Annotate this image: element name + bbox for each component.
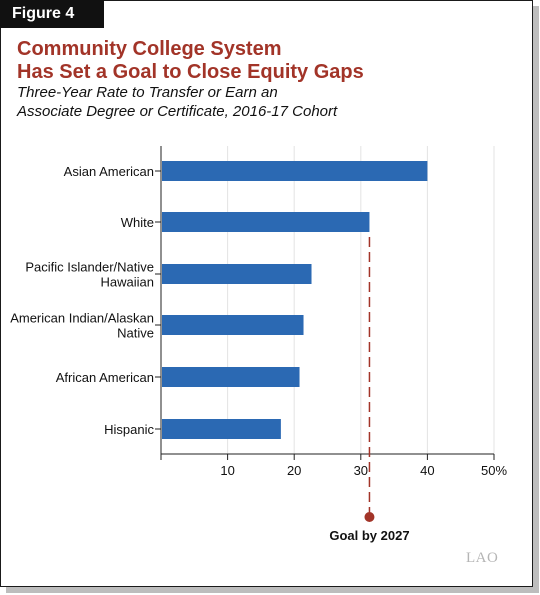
frame-shadow-bottom — [6, 587, 539, 593]
category-label: American Indian/Alaskan — [10, 311, 154, 326]
frame-shadow — [533, 6, 539, 593]
category-label: White — [121, 215, 154, 230]
category-label: Native — [117, 326, 154, 341]
category-label: Pacific Islander/Native — [25, 260, 154, 275]
category-label: Hispanic — [104, 422, 154, 437]
x-tick-label: 10 — [220, 463, 234, 478]
lao-logo: LAO — [466, 550, 499, 566]
goal-label: Goal by 2027 — [329, 528, 409, 543]
bar — [162, 315, 304, 335]
bar — [162, 419, 281, 439]
category-label: African American — [56, 370, 154, 385]
category-label: Asian American — [64, 164, 154, 179]
x-tick-label: 30 — [354, 463, 368, 478]
chart-title-line-2: Has Set a Goal to Close Equity Gaps — [17, 61, 364, 83]
chart-title-line-1: Community College System — [17, 38, 282, 60]
x-tick-label: 20 — [287, 463, 301, 478]
chart-subtitle-line-2: Associate Degree or Certificate, 2016-17… — [17, 103, 338, 120]
bar — [162, 212, 370, 232]
goal-marker-dot — [364, 512, 375, 522]
bar — [162, 161, 428, 181]
x-tick-label: 40 — [420, 463, 434, 478]
figure-frame — [0, 0, 533, 587]
x-tick-label: 50% — [481, 463, 507, 478]
bar — [162, 264, 312, 284]
bar — [162, 367, 300, 387]
chart-subtitle-line-1: Three-Year Rate to Transfer or Earn an — [17, 84, 278, 101]
category-label: Hawaiian — [101, 275, 154, 290]
figure-label: Figure 4 — [0, 0, 104, 28]
